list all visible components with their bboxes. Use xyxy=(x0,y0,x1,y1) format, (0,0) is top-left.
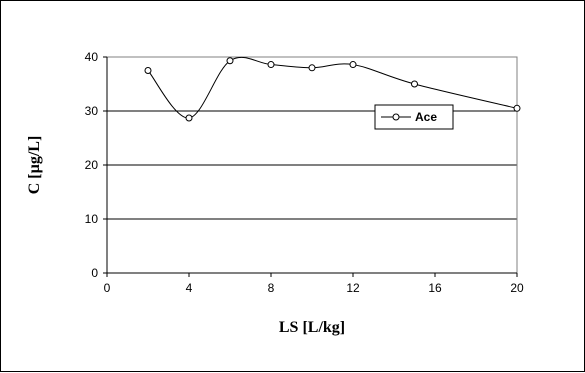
y-axis: 0 10 20 30 40 xyxy=(85,50,108,280)
x-axis: 0 4 8 12 16 20 xyxy=(104,272,524,295)
x-tick-label: 12 xyxy=(346,281,360,295)
legend: Ace xyxy=(374,104,454,130)
legend-label-ace: Ace xyxy=(415,110,437,124)
data-point-ace xyxy=(267,61,275,69)
y-tick-label: 0 xyxy=(91,266,98,280)
data-point-ace xyxy=(226,57,234,65)
x-tick-label: 4 xyxy=(186,281,193,295)
x-tick-label: 16 xyxy=(428,281,442,295)
data-point-ace xyxy=(513,104,521,112)
legend-marker xyxy=(392,113,400,121)
data-point-ace xyxy=(144,67,152,74)
x-axis-title: LS [L/kg] xyxy=(279,319,345,336)
gridlines xyxy=(107,56,517,220)
x-tick-label: 0 xyxy=(104,281,111,295)
y-tick-label: 40 xyxy=(85,50,99,64)
x-tick-label: 20 xyxy=(510,281,524,295)
data-point-ace xyxy=(411,80,418,88)
y-axis-title: C [µg/L] xyxy=(26,136,43,195)
data-point-ace xyxy=(185,114,193,122)
data-point-ace xyxy=(308,64,316,72)
y-tick-label: 30 xyxy=(85,104,99,118)
x-tick-label: 8 xyxy=(268,281,275,295)
series-layer xyxy=(144,56,521,122)
y-tick-label: 20 xyxy=(85,158,99,172)
data-point-ace xyxy=(349,61,357,69)
series-line-ace xyxy=(147,56,518,119)
y-tick-label: 10 xyxy=(85,212,99,226)
